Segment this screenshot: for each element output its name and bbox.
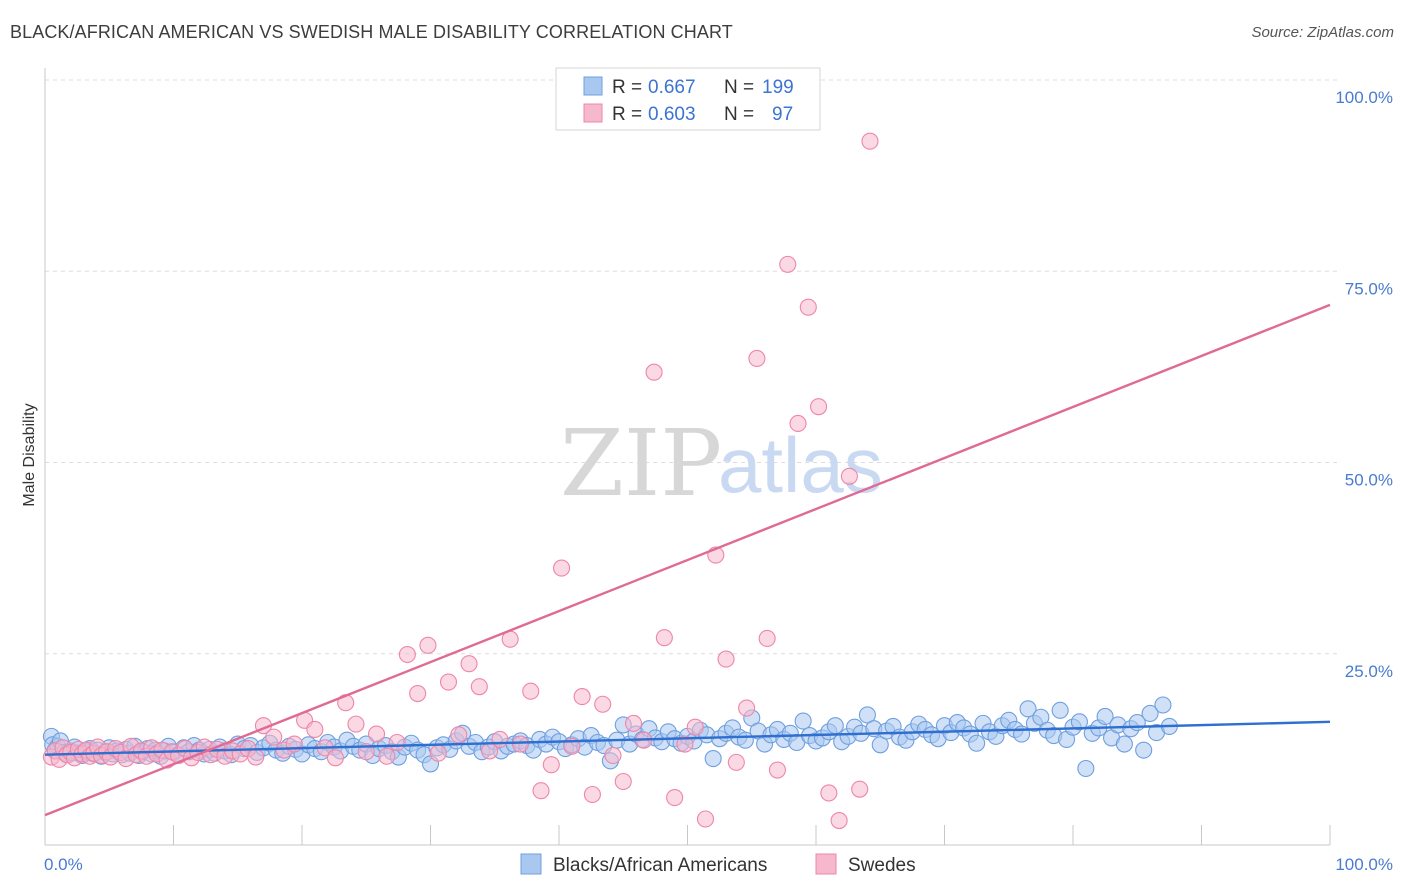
- legend-n-value-2: 97: [772, 104, 793, 125]
- x-tick-label-min: 0.0%: [44, 855, 83, 874]
- point-blacks: [1019, 700, 1037, 718]
- point-swedes: [594, 695, 612, 713]
- point-swedes: [419, 636, 437, 654]
- trend-lines: [44, 303, 1331, 817]
- point-swedes: [666, 789, 684, 807]
- point-swedes: [655, 629, 673, 647]
- legend-box: R = 0.667 N = 199 R = 0.603 N = 97: [555, 67, 821, 131]
- point-swedes: [686, 718, 704, 736]
- legend-swatch-swedes: [583, 103, 603, 123]
- point-swedes: [522, 682, 540, 700]
- point-blacks: [1096, 707, 1114, 726]
- point-blacks: [858, 706, 876, 724]
- point-swedes: [583, 785, 601, 804]
- legend-swatch-blacks: [583, 76, 603, 96]
- point-swedes: [532, 782, 550, 800]
- point-swedes: [624, 714, 643, 732]
- point-swedes: [573, 688, 591, 706]
- y-tick-label: 50.0%: [1345, 471, 1393, 490]
- point-swedes: [738, 699, 756, 717]
- legend-n-value-1: 199: [762, 77, 794, 98]
- point-swedes: [306, 720, 324, 739]
- point-swedes: [367, 725, 386, 743]
- bottom-legend-swatch-blacks: [520, 853, 542, 875]
- point-swedes: [378, 747, 396, 765]
- point-blacks: [871, 736, 889, 754]
- point-swedes: [768, 761, 787, 779]
- point-swedes: [460, 655, 478, 673]
- data-points: [42, 132, 1178, 830]
- y-tick-label: 25.0%: [1345, 662, 1393, 681]
- point-swedes: [398, 645, 416, 664]
- point-swedes: [696, 810, 715, 828]
- point-swedes: [748, 349, 766, 368]
- grid: [45, 79, 1338, 655]
- bottom-legend: Blacks/African Americans Swedes: [520, 853, 916, 876]
- point-swedes: [439, 673, 458, 691]
- point-swedes: [676, 735, 694, 753]
- point-swedes: [326, 749, 344, 767]
- y-tick-label: 100.0%: [1335, 88, 1393, 107]
- point-swedes: [614, 772, 632, 791]
- point-blacks: [826, 717, 844, 735]
- point-blacks: [1115, 735, 1133, 753]
- legend-r-label-1: R =: [612, 77, 642, 98]
- source-label: Source: ZipAtlas.com: [1251, 24, 1394, 41]
- watermark-zip: ZIP: [560, 410, 722, 517]
- legend-r-value-1: 0.667: [648, 77, 696, 98]
- y-axis-label: Male Disability: [21, 403, 38, 506]
- point-swedes: [470, 678, 488, 696]
- point-swedes: [553, 559, 571, 577]
- point-swedes: [830, 811, 848, 830]
- point-swedes: [491, 730, 509, 748]
- point-blacks: [968, 734, 986, 752]
- bottom-legend-label-swedes: Swedes: [848, 855, 916, 876]
- legend-n-label-2: N =: [724, 104, 754, 125]
- bottom-legend-label-blacks: Blacks/African Americans: [553, 855, 767, 876]
- point-swedes: [840, 467, 858, 485]
- point-swedes: [799, 298, 817, 316]
- point-swedes: [851, 780, 869, 798]
- trend-line-swedes: [44, 303, 1331, 817]
- point-swedes: [789, 414, 807, 433]
- chart-title: BLACK/AFRICAN AMERICAN VS SWEDISH MALE D…: [10, 22, 733, 42]
- point-blacks: [1141, 704, 1159, 722]
- point-swedes: [820, 784, 838, 802]
- point-swedes: [717, 650, 735, 668]
- tick-labels: 0.0% 100.0% 25.0% 50.0% 75.0% 100.0%: [44, 88, 1393, 874]
- point-swedes: [645, 363, 663, 381]
- point-swedes: [861, 132, 879, 150]
- legend-r-label-2: R =: [612, 104, 642, 125]
- x-tick-label-max: 100.0%: [1335, 855, 1393, 874]
- point-swedes: [727, 753, 745, 771]
- point-blacks: [1077, 759, 1095, 778]
- point-swedes: [409, 684, 427, 703]
- point-swedes: [347, 715, 365, 733]
- watermark-atlas: atlas: [718, 421, 883, 509]
- point-blacks: [794, 712, 812, 730]
- y-tick-label: 75.0%: [1345, 279, 1393, 298]
- point-swedes: [388, 733, 406, 752]
- point-swedes: [429, 744, 447, 762]
- legend-r-value-2: 0.603: [648, 104, 696, 125]
- point-blacks: [1154, 696, 1172, 714]
- axes: [44, 68, 1331, 846]
- bottom-legend-swatch-swedes: [815, 853, 837, 875]
- point-swedes: [542, 756, 560, 774]
- point-blacks: [704, 750, 722, 768]
- point-blacks: [1051, 701, 1069, 719]
- point-blacks: [1135, 741, 1153, 759]
- point-swedes: [779, 255, 797, 273]
- legend-n-label-1: N =: [724, 77, 754, 98]
- point-swedes: [265, 728, 283, 746]
- point-swedes: [511, 735, 530, 753]
- point-swedes: [604, 746, 622, 765]
- trend-line-blacks: [44, 720, 1331, 756]
- point-blacks: [1070, 713, 1088, 731]
- point-swedes: [758, 629, 776, 648]
- point-swedes: [810, 398, 828, 416]
- point-swedes: [247, 748, 265, 766]
- point-swedes: [450, 726, 468, 744]
